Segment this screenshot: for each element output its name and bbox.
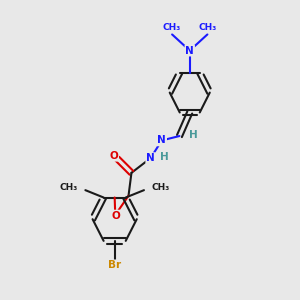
Text: H: H [160,152,169,162]
Text: N: N [158,135,166,146]
Text: CH₃: CH₃ [151,183,169,192]
Text: Br: Br [108,260,121,270]
Text: N: N [146,153,155,163]
Text: O: O [112,211,120,220]
Text: CH₃: CH₃ [60,183,78,192]
Text: CH₃: CH₃ [163,23,181,32]
Text: CH₃: CH₃ [198,23,217,32]
Text: N: N [185,46,194,56]
Text: O: O [110,151,118,161]
Text: H: H [189,130,198,140]
